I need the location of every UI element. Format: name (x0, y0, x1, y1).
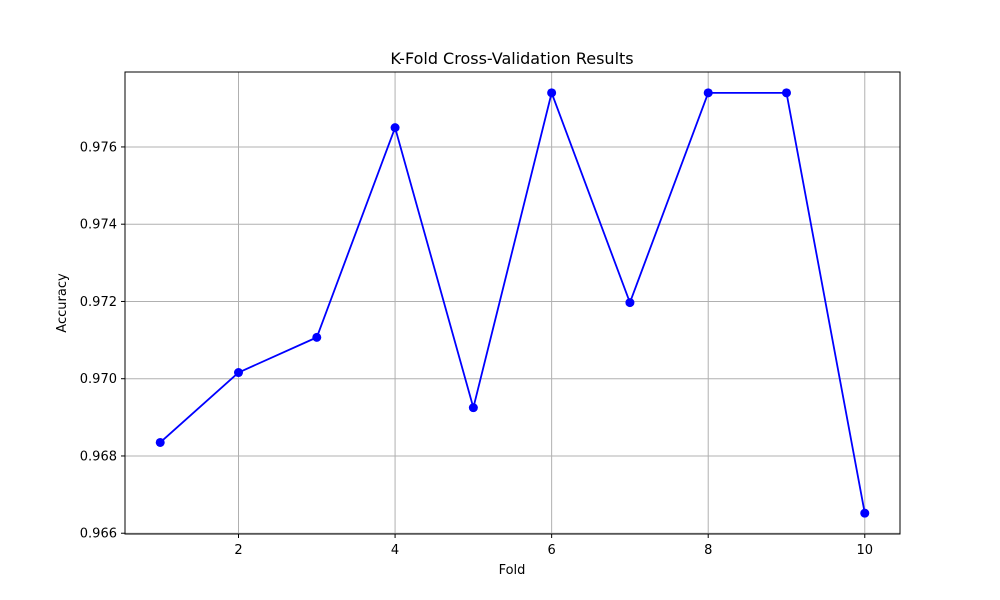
x-tick-label: 2 (234, 543, 242, 558)
y-tick-label: 0.972 (80, 295, 117, 310)
plot-frame (124, 71, 901, 535)
y-axis-label: Accuracy (55, 273, 70, 333)
data-point-fold-8 (703, 88, 713, 98)
data-point-fold-9 (781, 88, 791, 98)
grid (125, 72, 900, 534)
y-tick-label: 0.968 (80, 449, 117, 464)
x-tick-label: 6 (548, 543, 556, 558)
x-tick-label: 8 (704, 543, 712, 558)
data-point-fold-2 (234, 368, 244, 378)
data-point-fold-1 (155, 437, 165, 447)
y-tick-label: 0.974 (80, 218, 117, 233)
x-tick-label: 4 (391, 543, 399, 558)
data-point-fold-10 (860, 508, 870, 518)
y-tick-label: 0.976 (80, 140, 117, 155)
data-point-fold-3 (312, 332, 322, 342)
chart-title: K-Fold Cross-Validation Results (390, 49, 633, 68)
y-tick-label: 0.966 (80, 527, 117, 542)
data-point-fold-5 (468, 403, 478, 413)
y-tick-label: 0.970 (80, 372, 117, 387)
data-point-fold-4 (390, 123, 400, 133)
axis-ticks: 2 4 6 8 10 0.966 0.968 0.970 0.972 0.974 0.976 (80, 140, 873, 558)
data-point-fold-7 (625, 298, 635, 308)
series-line (159, 91, 866, 514)
data-point-fold-6 (547, 88, 557, 98)
x-tick-label: 10 (856, 543, 873, 558)
series-layer (155, 88, 870, 518)
x-axis-label: Fold (499, 563, 526, 578)
